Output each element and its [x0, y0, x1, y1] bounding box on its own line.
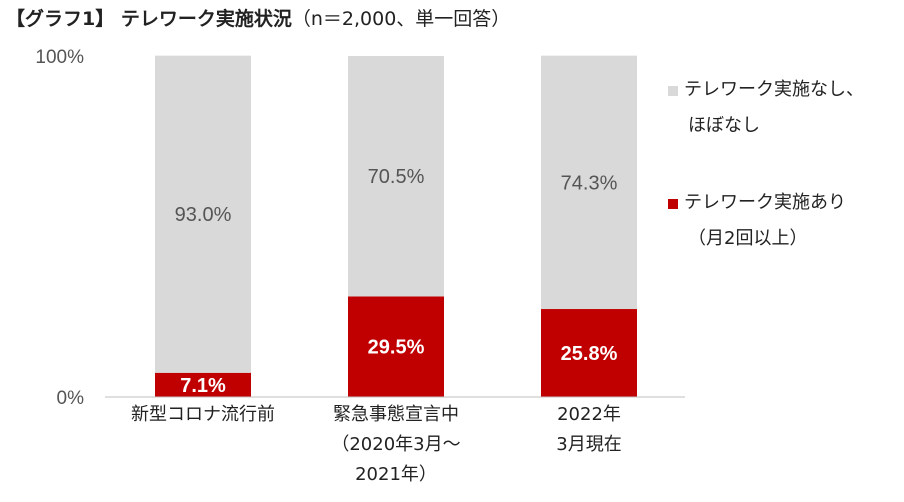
bar-segment-no-telework-0 [155, 55, 251, 373]
legend-swatch-no-telework [668, 86, 678, 96]
bar-segment-telework-1 [348, 296, 444, 397]
bar-segment-telework-0 [155, 372, 251, 397]
chart-title: 【グラフ1】 テレワーク実施状況（n＝2,000、単一回答） [6, 4, 510, 31]
category-label-1-line-2: 2021年） [355, 464, 437, 485]
category-label-1-line-1: （2020年3月～ [331, 434, 460, 455]
data-label-no-telework-0: 93.0% [175, 204, 232, 226]
data-label-no-telework-1: 70.5% [368, 166, 425, 188]
data-label-no-telework-2: 74.3% [561, 172, 618, 194]
category-label-2-line-1: 3月現在 [556, 434, 621, 455]
data-label-telework-0: 7.1% [180, 375, 226, 397]
bar-segment-telework-2 [541, 309, 637, 397]
category-label-0-line-0: 新型コロナ流行前 [131, 404, 275, 425]
y-tick-label-0: 0% [57, 388, 85, 409]
legend-label-telework-line-1: （月2回以上） [688, 228, 807, 249]
chart-title-main: 【グラフ1】 テレワーク実施状況 [6, 8, 292, 30]
bar-segment-no-telework-1 [348, 56, 444, 297]
chart-title-sub: （n＝2,000、単一回答） [291, 8, 511, 30]
data-label-telework-2: 25.8% [561, 343, 618, 365]
legend-label-no-telework-line-1: ほぼなし [688, 115, 760, 136]
bar-segment-no-telework-2 [541, 55, 637, 310]
category-label-1-line-0: 緊急事態宣言中 [333, 404, 459, 425]
category-label-2-line-0: 2022年 [557, 404, 621, 425]
legend-label-no-telework-line-0: テレワーク実施なし、 [684, 79, 864, 100]
y-tick-label-100: 100% [35, 47, 84, 68]
data-label-telework-1: 29.5% [368, 337, 425, 359]
legend-label-telework-line-0: テレワーク実施あり [684, 192, 846, 213]
legend-swatch-telework [668, 199, 678, 209]
